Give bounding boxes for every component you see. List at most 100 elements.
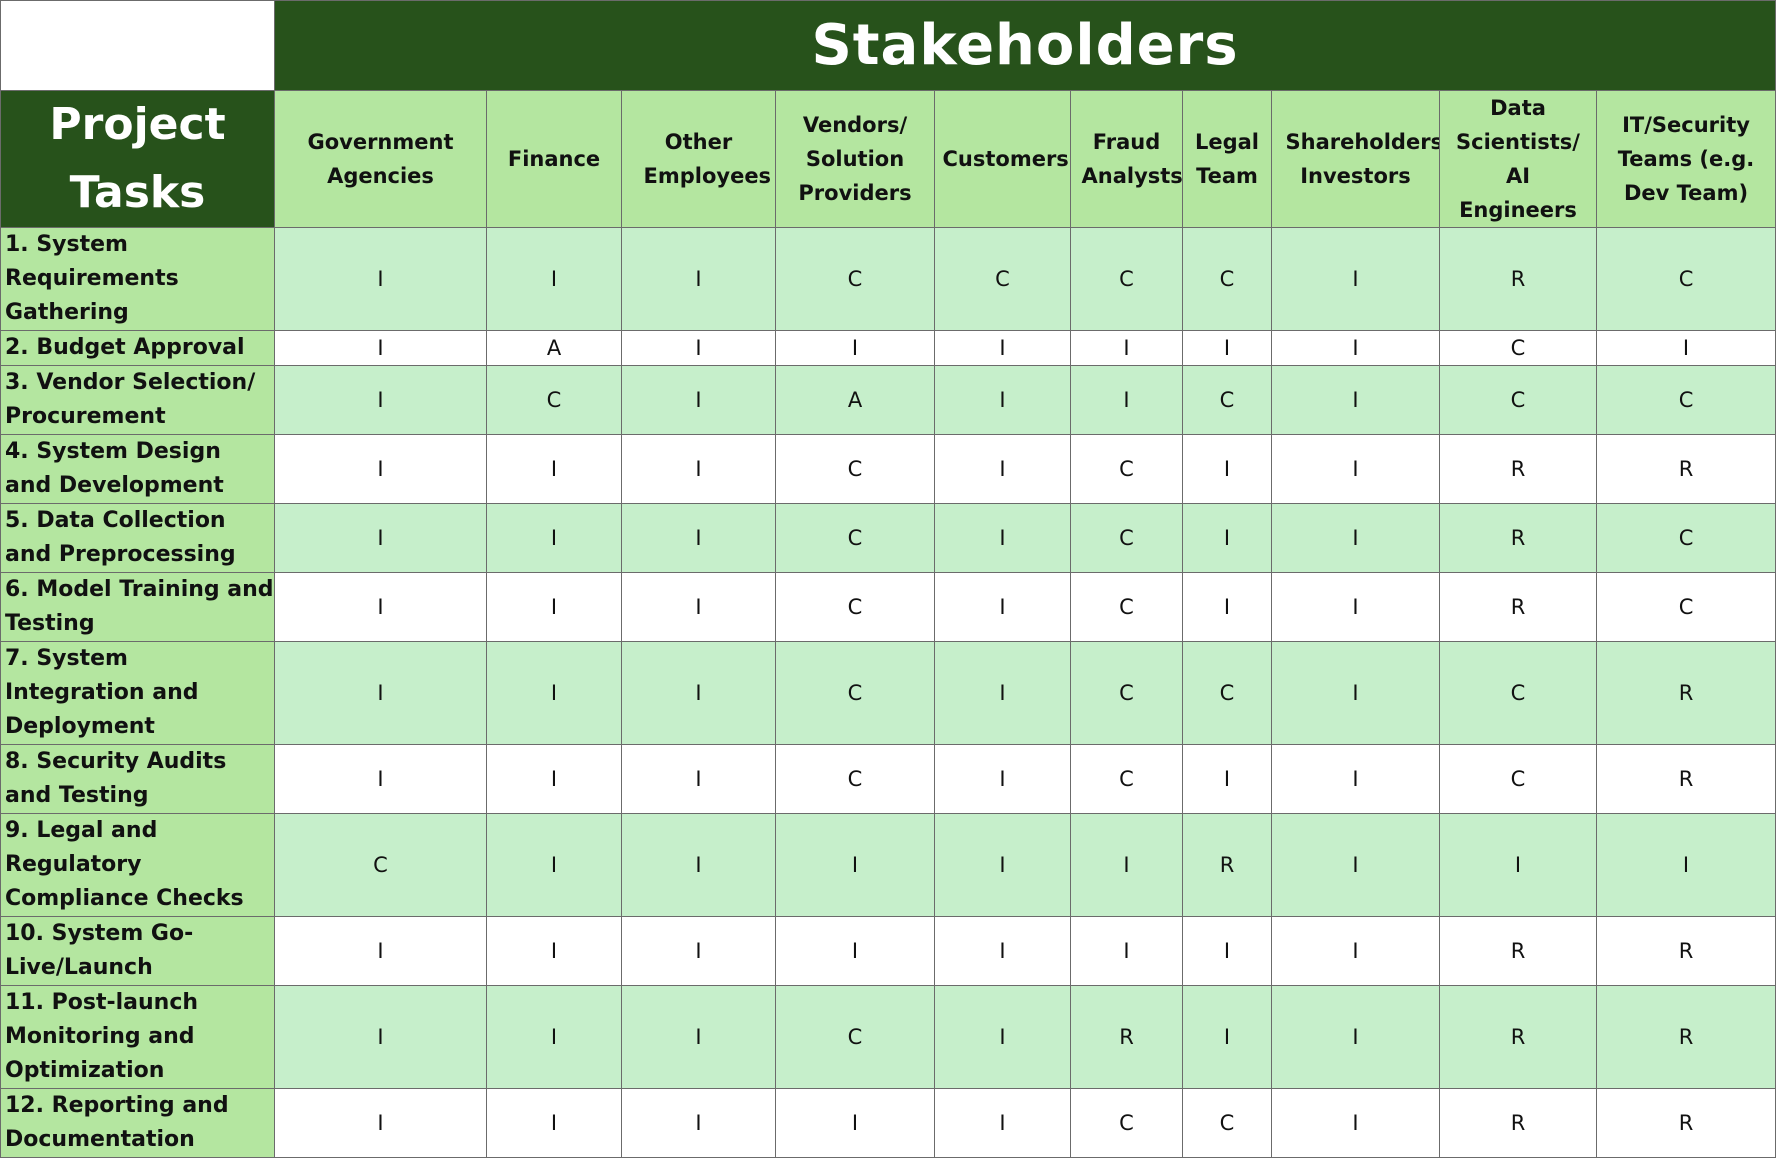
- raci-cell: I: [621, 365, 776, 435]
- raci-cell: I: [1182, 744, 1272, 814]
- task-label: 10. System Go-Live/Launch: [0, 916, 275, 986]
- raci-cell: I: [1271, 813, 1440, 917]
- raci-cell: I: [486, 916, 622, 986]
- raci-cell: C: [1595, 503, 1776, 573]
- raci-cell: I: [274, 985, 487, 1089]
- raci-cell: C: [775, 744, 935, 814]
- raci-cell: I: [274, 330, 487, 366]
- raci-cell: I: [486, 641, 622, 745]
- raci-cell: I: [934, 365, 1071, 435]
- raci-cell: C: [1439, 641, 1597, 745]
- raci-cell: I: [274, 641, 487, 745]
- raci-cell: I: [486, 503, 622, 573]
- raci-cell: C: [1439, 744, 1597, 814]
- raci-cell: I: [1271, 503, 1440, 573]
- raci-cell: I: [934, 330, 1071, 366]
- raci-cell: I: [1271, 572, 1440, 642]
- raci-cell: I: [274, 365, 487, 435]
- task-label: 8. Security Audits and Testing: [0, 744, 275, 814]
- stakeholder-header-label: Shareholders/ Investors: [1285, 130, 1440, 188]
- task-label: 2. Budget Approval: [0, 330, 275, 366]
- stakeholder-header-label: Customers: [942, 147, 1069, 171]
- raci-cell: I: [1070, 916, 1183, 986]
- task-row: 10. System Go-Live/Launch I I I I I I I I R R: [0, 916, 1776, 986]
- raci-cell: I: [274, 744, 487, 814]
- stakeholder-header: Legal Team: [1182, 90, 1272, 228]
- raci-cell: I: [1271, 985, 1440, 1089]
- raci-cell: I: [486, 744, 622, 814]
- raci-cell: C: [486, 365, 622, 435]
- raci-cell: C: [1595, 572, 1776, 642]
- raci-cell: C: [775, 227, 935, 331]
- task-row: 7. System Integration and Deployment I I I C…: [0, 641, 1776, 745]
- task-label: 7. System Integration and Deployment: [0, 641, 275, 745]
- raci-cell: R: [1182, 813, 1272, 917]
- raci-cell: I: [1182, 503, 1272, 573]
- raci-cell: I: [486, 985, 622, 1089]
- raci-cell: C: [1595, 365, 1776, 435]
- raci-cell: I: [1182, 916, 1272, 986]
- task-row: 5. Data Collection and Preprocessing I I I C…: [0, 503, 1776, 573]
- stakeholder-header-label: Other Employees: [643, 130, 772, 188]
- stakeholder-header-label: Finance: [507, 147, 601, 171]
- raci-cell: I: [1271, 434, 1440, 504]
- corner-cell: [0, 0, 275, 91]
- project-tasks-header-text: Project Tasks: [49, 99, 226, 218]
- raci-cell: I: [274, 572, 487, 642]
- raci-cell: I: [934, 813, 1071, 917]
- raci-cell: C: [1439, 330, 1597, 366]
- raci-cell: I: [934, 985, 1071, 1089]
- raci-cell: C: [1070, 434, 1183, 504]
- raci-cell: C: [775, 641, 935, 745]
- raci-cell: A: [775, 365, 935, 435]
- task-label: 6. Model Training and Testing: [0, 572, 275, 642]
- raci-cell: I: [621, 744, 776, 814]
- raci-cell: R: [1439, 227, 1597, 331]
- raci-cell: C: [1439, 365, 1597, 435]
- raci-cell: I: [274, 434, 487, 504]
- stakeholder-header: Government Agencies: [274, 90, 487, 228]
- task-label: 1. System Requirements Gathering: [0, 227, 275, 331]
- project-tasks-header: Project Tasks: [0, 90, 275, 228]
- task-row: 12. Reporting and Documentation I I I I I C C I R…: [0, 1088, 1776, 1158]
- raci-cell: R: [1439, 572, 1597, 642]
- stakeholder-header-label: Government Agencies: [307, 130, 454, 188]
- raci-cell: I: [1595, 330, 1776, 366]
- raci-cell: I: [1070, 330, 1183, 366]
- raci-cell: I: [1271, 365, 1440, 435]
- raci-cell: I: [775, 813, 935, 917]
- raci-cell: C: [934, 227, 1071, 331]
- task-row: 9. Legal and Regulatory Compliance Check…: [0, 813, 1776, 917]
- stakeholder-header: Other Employees: [621, 90, 776, 228]
- raci-cell: C: [1182, 227, 1272, 331]
- raci-cell: C: [775, 985, 935, 1089]
- raci-cell: I: [621, 641, 776, 745]
- stakeholder-header: Finance: [486, 90, 622, 228]
- raci-cell: I: [621, 330, 776, 366]
- task-label: 4. System Design and Development: [0, 434, 275, 504]
- stakeholder-header-label: IT/Security Teams (e.g. Dev Team): [1617, 113, 1755, 205]
- raci-cell: R: [1439, 503, 1597, 573]
- raci-cell: I: [486, 572, 622, 642]
- task-row: 4. System Design and Development I I I C I C I I…: [0, 434, 1776, 504]
- raci-cell: C: [1595, 227, 1776, 331]
- stakeholder-header: Data Scientists/ AI Engineers: [1439, 90, 1597, 228]
- task-row: 6. Model Training and Testing I I I C I C I I R C: [0, 572, 1776, 642]
- raci-cell: A: [486, 330, 622, 366]
- raci-cell: C: [775, 503, 935, 573]
- task-row: 2. Budget Approval I A I I I I I I C I: [0, 330, 1776, 366]
- raci-cell: I: [274, 227, 487, 331]
- raci-cell: I: [621, 916, 776, 986]
- raci-cell: C: [775, 434, 935, 504]
- raci-cell: R: [1070, 985, 1183, 1089]
- raci-cell: R: [1595, 985, 1776, 1089]
- task-row: 8. Security Audits and Testing I I I C I C I I C R: [0, 744, 1776, 814]
- raci-cell: I: [775, 916, 935, 986]
- raci-cell: C: [274, 813, 487, 917]
- raci-cell: I: [1271, 641, 1440, 745]
- stakeholder-header: IT/Security Teams (e.g. Dev Team): [1595, 90, 1776, 228]
- raci-cell: I: [1271, 330, 1440, 366]
- raci-cell: I: [621, 434, 776, 504]
- raci-cell: I: [486, 227, 622, 331]
- raci-cell: I: [1070, 365, 1183, 435]
